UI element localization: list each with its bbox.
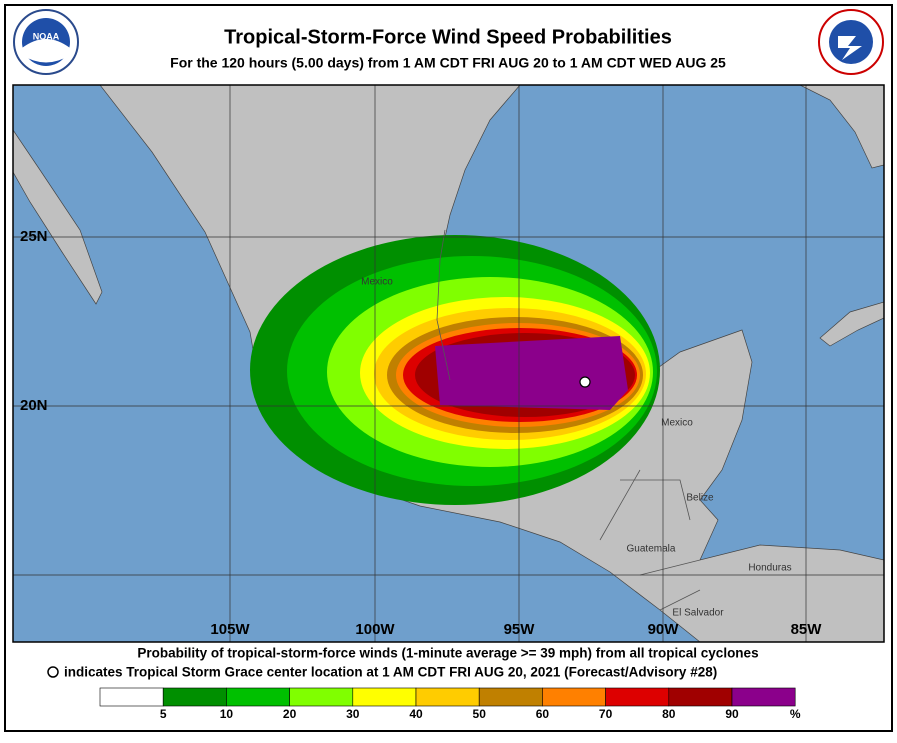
logo-text: NOAA [33, 31, 60, 41]
baja [13, 129, 103, 305]
legend-tick: 5 [160, 707, 167, 721]
place-label: El Salvador [672, 608, 724, 619]
legend-tick: 80 [662, 707, 676, 721]
legend-swatch [289, 687, 354, 707]
place-label: Belize [686, 493, 714, 504]
florida [799, 85, 884, 169]
legend-tick: 70 [599, 707, 613, 721]
place-label: Guatemala [627, 544, 676, 555]
place-label: Honduras [748, 563, 791, 574]
lon-label: 95W [504, 621, 536, 638]
legend-tick: 30 [346, 707, 360, 721]
legend-tick: 90 [725, 707, 739, 721]
legend-swatch [352, 687, 417, 707]
legend-swatch [668, 687, 733, 707]
legend-tick: 60 [536, 707, 550, 721]
map: 25N 20N 105W 100W 95W 90W 85W Mexico Mex… [13, 85, 884, 642]
place-label: Mexico [361, 277, 393, 288]
lon-label: 90W [648, 621, 680, 638]
lon-label: 85W [791, 621, 823, 638]
legend-swatch [731, 687, 796, 707]
legend-swatch [478, 687, 543, 707]
title: Tropical-Storm-Force Wind Speed Probabil… [224, 26, 672, 48]
legend-unit: % [790, 707, 801, 721]
borders [436, 229, 701, 611]
lat-label: 25N [20, 228, 48, 245]
legend-tick: 50 [473, 707, 487, 721]
lon-label: 105W [210, 621, 250, 638]
lon-label: 100W [355, 621, 395, 638]
map-frame [12, 84, 885, 643]
grid [13, 85, 884, 642]
storm-center [579, 376, 591, 388]
footer-line: indicates Tropical Storm Grace center lo… [64, 665, 717, 680]
place-label: Mexico [661, 418, 693, 429]
storm-symbol [47, 666, 59, 678]
nws-logo [818, 9, 884, 75]
legend-tick: 10 [220, 707, 234, 721]
legend: 5 10 20 30 40 50 60 70 80 90% [99, 687, 801, 721]
lat-label: 20N [20, 397, 48, 414]
noaa-logo: NOAA [13, 9, 79, 75]
legend-tick: 20 [283, 707, 297, 721]
legend-swatch [162, 687, 227, 707]
legend-swatch [605, 687, 670, 707]
legend-swatch [226, 687, 290, 707]
subtitle: For the 120 hours (5.00 days) from 1 AM … [170, 55, 726, 71]
probability-contours [250, 235, 660, 505]
cuba [819, 301, 884, 347]
footer-line: Probability of tropical-storm-force wind… [137, 646, 758, 661]
legend-swatch [542, 687, 606, 707]
legend-tick: 40 [409, 707, 423, 721]
legend-swatch [99, 687, 164, 707]
legend-swatch [415, 687, 480, 707]
